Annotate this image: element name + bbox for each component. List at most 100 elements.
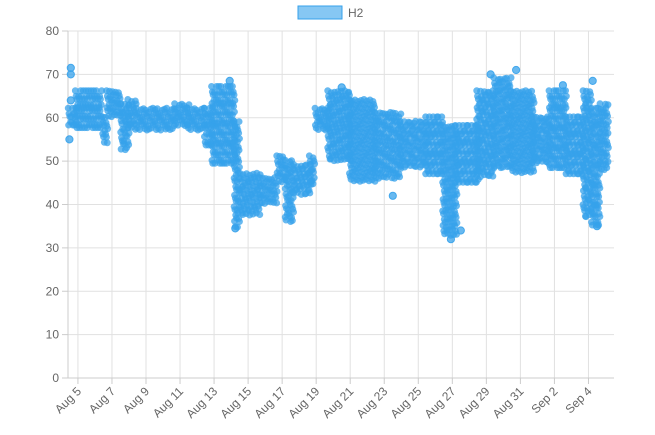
data-point	[456, 226, 465, 235]
x-tick-label: Aug 9	[120, 384, 152, 416]
data-point	[98, 87, 106, 95]
y-tick-label: 0	[52, 371, 59, 385]
data-point	[473, 179, 480, 186]
data-point	[545, 87, 553, 95]
data-point	[236, 218, 243, 226]
data-point	[561, 95, 568, 103]
y-tick-label: 60	[46, 111, 60, 125]
data-point	[530, 99, 538, 107]
data-point	[116, 95, 124, 103]
x-tick-label: Aug 5	[52, 384, 84, 416]
data-point	[486, 70, 495, 79]
data-point	[65, 135, 74, 144]
data-point	[103, 139, 111, 147]
data-point	[596, 213, 604, 221]
data-point	[596, 100, 604, 108]
data-point	[217, 83, 225, 90]
data-point	[371, 104, 378, 111]
legend-label-h2[interactable]: H2	[348, 6, 364, 20]
x-tick-label: Aug 7	[86, 384, 118, 416]
data-point	[208, 83, 215, 90]
data-point	[123, 132, 131, 140]
data-point	[123, 144, 131, 152]
data-point	[290, 208, 297, 216]
data-point	[592, 222, 602, 231]
data-point	[594, 204, 602, 212]
data-point	[595, 193, 603, 201]
x-tick-label: Sep 4	[563, 384, 595, 416]
data-point	[602, 104, 610, 112]
data-point	[588, 76, 597, 86]
data-band	[273, 152, 289, 186]
data-point	[96, 107, 104, 115]
x-tick-label: Aug 17	[251, 384, 288, 421]
data-band	[528, 113, 553, 167]
data-point	[452, 214, 460, 221]
data-point	[230, 91, 238, 99]
data-point	[230, 103, 238, 110]
data-point	[229, 111, 236, 119]
data-band	[305, 152, 319, 188]
data-point	[530, 167, 538, 175]
y-tick-label: 40	[46, 198, 60, 212]
data-point	[438, 113, 446, 121]
x-tick-label: Aug 23	[354, 384, 391, 421]
data-point	[446, 235, 455, 244]
data-point	[233, 149, 241, 157]
x-tick-label: Aug 21	[320, 384, 357, 421]
x-tick-label: Aug 19	[286, 384, 323, 421]
data-point	[289, 217, 296, 225]
data-point	[451, 194, 459, 201]
data-points	[64, 63, 612, 244]
data-point	[256, 211, 264, 219]
data-point	[602, 132, 610, 140]
data-point	[273, 199, 281, 207]
data-point	[337, 83, 346, 92]
x-tick-label: Aug 11	[150, 384, 186, 420]
data-point	[603, 164, 611, 172]
y-tick-label: 10	[46, 328, 60, 342]
data-point	[104, 125, 112, 133]
data-point	[603, 152, 611, 160]
data-band	[256, 174, 281, 207]
data-point	[587, 91, 594, 99]
data-point	[453, 202, 460, 210]
data-point	[310, 168, 317, 176]
data-point	[383, 174, 390, 181]
grid	[68, 30, 614, 379]
data-band	[422, 113, 447, 178]
data-point	[594, 173, 601, 181]
y-tick-label: 50	[46, 154, 60, 168]
legend[interactable]: H2	[297, 5, 364, 20]
data-point	[371, 109, 378, 116]
data-point	[605, 144, 612, 152]
y-tick-label: 30	[46, 241, 60, 255]
data-point	[555, 87, 562, 95]
data-point	[529, 107, 537, 115]
data-point	[255, 205, 263, 213]
x-tick-label: Sep 2	[528, 384, 560, 416]
data-point	[71, 87, 79, 95]
data-point	[558, 81, 568, 90]
data-point	[512, 65, 521, 75]
y-tick-label: 20	[46, 284, 60, 298]
legend-swatch-h2[interactable]	[297, 5, 343, 20]
data-point	[201, 104, 208, 112]
x-tick-label: Aug 13	[183, 384, 220, 421]
data-point	[451, 222, 459, 230]
data-point	[309, 180, 317, 188]
x-tick-label: Aug 31	[490, 384, 527, 421]
data-point	[235, 158, 243, 166]
data-point	[235, 129, 243, 137]
data-point	[396, 173, 404, 181]
data-point	[103, 133, 110, 141]
data-band	[596, 100, 612, 174]
data-point	[560, 107, 568, 115]
data-point	[287, 197, 295, 205]
data-point	[388, 191, 397, 200]
x-tick-label: Aug 27	[422, 384, 459, 421]
y-tick-label: 80	[46, 24, 60, 38]
y-tick-label: 70	[46, 67, 60, 81]
